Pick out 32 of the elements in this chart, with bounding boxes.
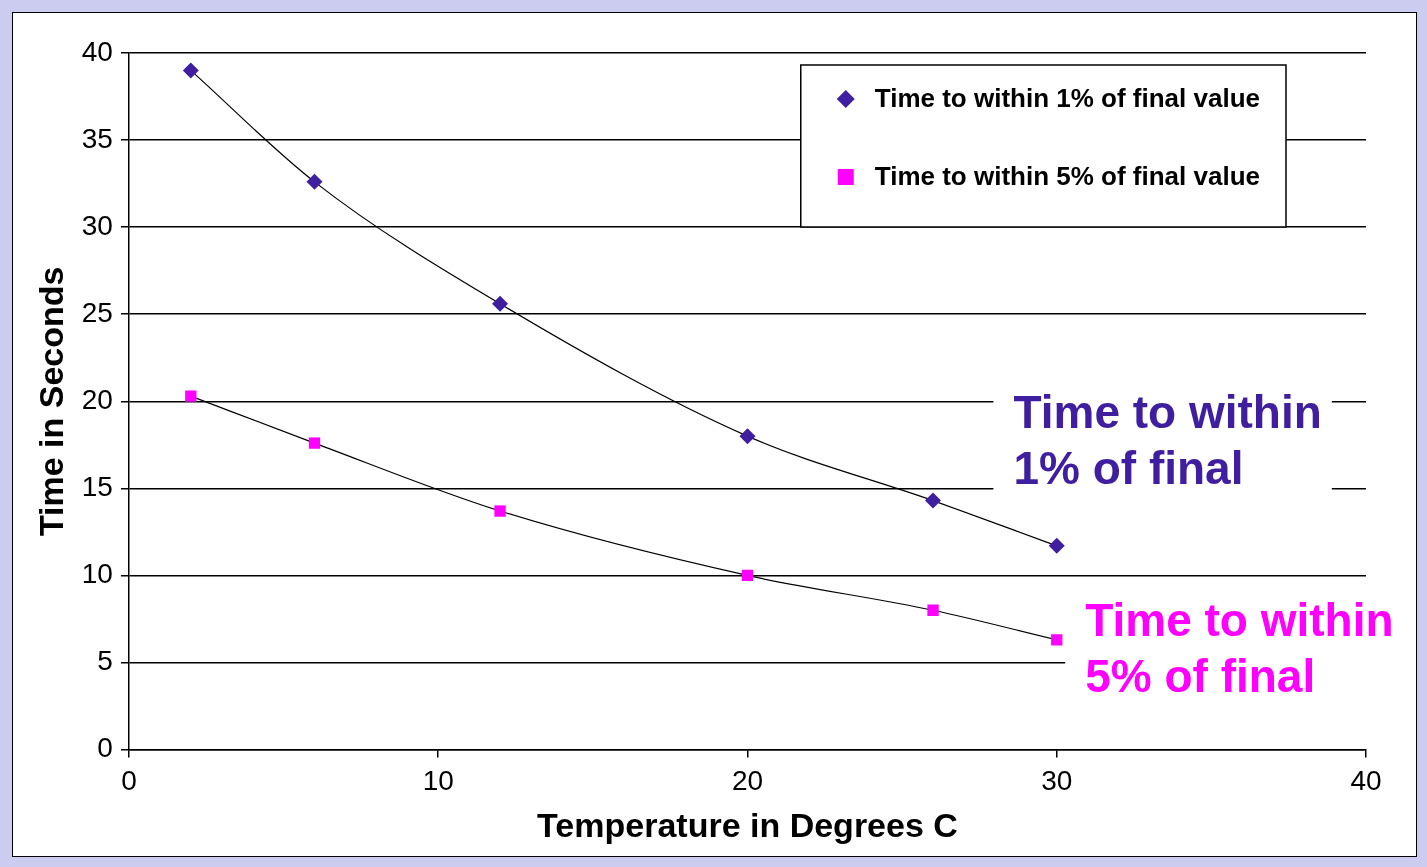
annotation: Time to within 1% of final	[1013, 385, 1322, 494]
x-axis-title: Temperature in Degrees C	[537, 805, 958, 844]
point	[1051, 634, 1063, 646]
y-tick-label: 40	[81, 35, 113, 67]
x-tick-label: 0	[121, 765, 137, 797]
point	[182, 62, 199, 79]
y-tick-label: 20	[81, 384, 113, 416]
x-tick-label: 30	[1041, 765, 1073, 797]
point	[1048, 537, 1065, 554]
point	[306, 173, 323, 190]
point	[185, 390, 197, 402]
y-tick-label: 10	[81, 558, 113, 590]
point	[308, 437, 321, 449]
y-tick-label: 35	[81, 122, 113, 154]
point	[492, 295, 509, 312]
legend-label: Time to within 5% of final value	[874, 161, 1261, 192]
legend-label: Time to within 1% of final value	[874, 83, 1261, 114]
x-tick-label: 20	[731, 765, 764, 797]
y-tick-label: 30	[81, 209, 113, 241]
point	[925, 492, 942, 509]
point	[494, 505, 506, 517]
y-tick-label: 15	[81, 471, 113, 503]
y-tick-label: 0	[97, 732, 113, 764]
x-tick-label: 40	[1350, 765, 1382, 797]
point	[741, 569, 754, 582]
y-tick-label: 25	[81, 296, 113, 328]
y-tick-label: 5	[97, 645, 113, 677]
annotation: Time to within 5% of final	[1085, 593, 1394, 702]
point	[739, 428, 756, 445]
point	[927, 604, 939, 616]
y-axis-title: Time in Seconds	[31, 266, 70, 537]
x-tick-label: 10	[422, 765, 454, 797]
